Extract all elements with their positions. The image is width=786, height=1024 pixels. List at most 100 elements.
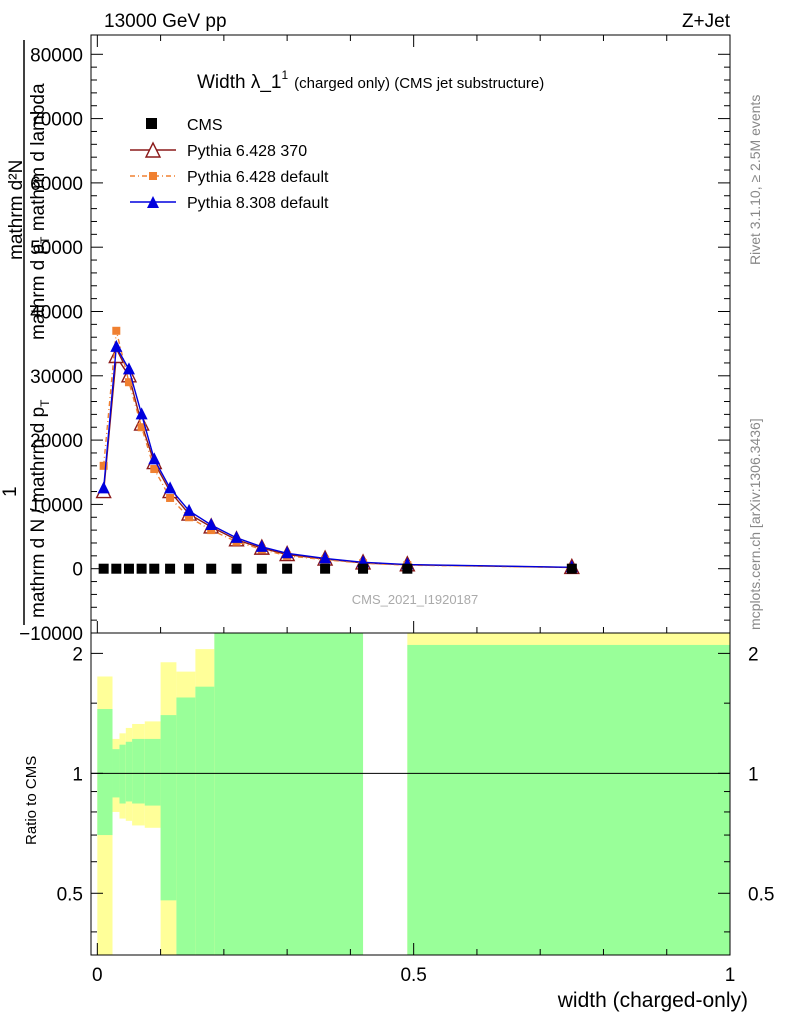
- data-point: [319, 551, 332, 564]
- data-point: [108, 346, 125, 364]
- ratio-y-tick-label-right: 0.5: [748, 884, 774, 905]
- ylabel-line1: mathrm d²N: [6, 160, 27, 260]
- ylabel-line3: 1: [0, 486, 21, 497]
- data-point: [231, 563, 242, 574]
- uncertainty-band-inner: [97, 709, 113, 836]
- ratio-frame: [90, 632, 731, 956]
- uncertainty-band-inner: [119, 744, 126, 804]
- ylabel-line4-sub: T: [38, 399, 52, 407]
- data-point: [110, 339, 123, 352]
- data-point: [207, 526, 216, 535]
- data-point: [281, 546, 294, 559]
- series-2: [99, 326, 576, 572]
- data-point: [185, 513, 194, 522]
- data-point: [358, 563, 369, 574]
- uncertainty-band-inner: [407, 644, 730, 955]
- data-point: [164, 481, 177, 494]
- uncertainty-band-inner: [160, 715, 177, 901]
- y-tick-label: 10000: [30, 495, 83, 516]
- data-point: [98, 563, 109, 574]
- ratio-y-tick-label: 0.5: [57, 884, 83, 905]
- series-3: [97, 339, 578, 573]
- data-point: [255, 539, 268, 552]
- ylabel-line2-a: mathrm d p: [28, 244, 49, 340]
- data-point: [122, 362, 135, 375]
- plot-title-suffix: (charged only) (CMS jet substructure): [294, 75, 544, 92]
- series-line: [102, 354, 572, 569]
- uncertainty-band-inner: [176, 697, 196, 955]
- main-plot: −10000 0 10000 20000 30000 40000 50000 60000 700…: [0, 34, 731, 645]
- legend: CMS Pythia 6.428 370 Pythia 6.428 defaul…: [130, 117, 329, 212]
- ylabel-line2: mathrm d pT mathrm d lambda: [28, 83, 52, 340]
- series-0: [98, 563, 577, 574]
- data-point: [230, 530, 243, 543]
- legend-p6-def-label: Pythia 6.428 default: [187, 169, 329, 186]
- data-point: [111, 563, 122, 574]
- ylabel-line2-sub: T: [38, 236, 52, 244]
- x-axis-label: width (charged-only): [557, 989, 748, 1012]
- data-point: [205, 517, 218, 530]
- uncertainty-band-inner: [144, 738, 161, 806]
- legend-cms-marker: [146, 118, 157, 129]
- data-point: [256, 563, 267, 574]
- data-point: [99, 461, 108, 470]
- data-point: [150, 465, 159, 474]
- legend-cms-label: CMS: [187, 117, 223, 134]
- header-left: 13000 GeV pp: [104, 11, 227, 32]
- header-right: Z+Jet: [682, 11, 731, 32]
- ratio-ylabel: Ratio to CMS: [23, 756, 40, 845]
- data-point: [148, 452, 161, 465]
- uncertainty-band-inner: [195, 686, 215, 955]
- data-point: [320, 563, 331, 574]
- mcplots-label: mcplots.cern.ch [arXiv:1306.3436]: [747, 418, 763, 630]
- ratio-y-tick-label: 1: [72, 764, 83, 785]
- data-point: [123, 563, 134, 574]
- legend-p6-370-label: Pythia 6.428 370: [187, 143, 307, 160]
- data-point: [206, 563, 217, 574]
- data-point: [183, 503, 196, 516]
- ratio-y-tick-label: 2: [72, 644, 83, 665]
- data-point: [184, 563, 195, 574]
- y-tick-label: 40000: [30, 302, 83, 323]
- data-point: [124, 378, 133, 387]
- y-tick-label: 60000: [30, 174, 83, 195]
- uncertainty-band-inner: [125, 741, 133, 802]
- ratio-x-tick-label: 0.5: [400, 965, 426, 986]
- ratio-y-tick-label-right: 2: [748, 644, 759, 665]
- plot-title-sup: 1: [281, 68, 288, 82]
- series-line: [102, 330, 572, 569]
- uncertainty-band-inner: [214, 633, 364, 955]
- ratio-x-tick-label: 1: [725, 965, 736, 986]
- y-tick-label: 30000: [30, 367, 83, 388]
- data-point: [97, 481, 110, 494]
- y-tick-label: −10000: [19, 624, 83, 645]
- data-point: [137, 423, 146, 432]
- ratio-plot: 0.5 0.5 1 1 2 2 0 0.5 1 Ratio to CMS width (char…: [23, 632, 774, 1012]
- plot-title-main: Width λ_1: [197, 72, 281, 93]
- uncertainty-band-inner: [132, 738, 145, 804]
- y-tick-label: 80000: [30, 45, 83, 66]
- legend-p8-label: Pythia 8.308 default: [187, 195, 329, 212]
- rivet-label: Rivet 3.1.10, ≥ 2.5M events: [747, 95, 763, 265]
- y-tick-label: 50000: [30, 238, 83, 259]
- y-tick-label: 0: [72, 560, 83, 581]
- data-point: [566, 563, 577, 574]
- ratio-y-tick-label-right: 1: [748, 764, 759, 785]
- data-point: [402, 563, 413, 574]
- series-line: [102, 344, 572, 568]
- y-axis-label: mathrm d²N mathrm d pT mathrm d lambda 1…: [0, 40, 52, 625]
- data-point: [166, 493, 175, 502]
- data-point: [282, 563, 293, 574]
- series-1: [95, 346, 580, 575]
- ylabel-line4: mathrm d N / mathrm d pT: [28, 399, 52, 618]
- ylabel-line2-b: mathrm d lambda: [28, 83, 49, 237]
- data-point: [112, 326, 121, 335]
- plot-title: Width λ_11 (charged only) (CMS jet substr…: [197, 68, 544, 93]
- legend-p6-370-marker: [144, 141, 162, 158]
- legend-p8-marker: [147, 196, 159, 208]
- ratio-x-tick-label: 0: [92, 965, 103, 986]
- y-tick-label: 70000: [30, 110, 83, 131]
- ylabel-line4-a: mathrm d N / mathrm d p: [28, 407, 49, 618]
- y-tick-label: 20000: [30, 431, 83, 452]
